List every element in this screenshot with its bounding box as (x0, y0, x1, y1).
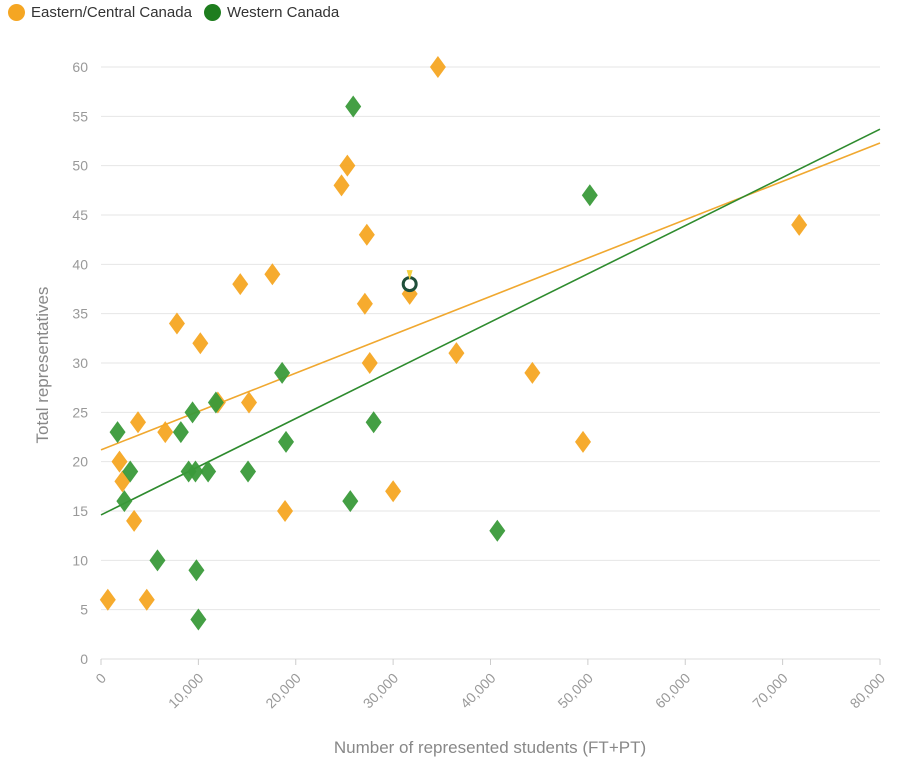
y-tick-label-30: 30 (72, 355, 88, 371)
y-tick-label-60: 60 (72, 59, 88, 75)
data-point-western-7 (188, 559, 205, 582)
data-point-western-16 (345, 95, 362, 118)
data-point-eastern-central-6 (157, 421, 174, 444)
data-point-eastern-central-0 (99, 588, 116, 611)
data-point-eastern-central-23 (524, 361, 541, 384)
legend-marker-western (203, 4, 221, 21)
data-point-eastern-central-13 (277, 500, 294, 522)
data-point-eastern-central-15 (339, 154, 356, 177)
data-point-eastern-central-25 (791, 213, 808, 236)
data-point-eastern-central-22 (448, 342, 465, 365)
data-point-western-14 (278, 430, 295, 453)
x-tick-label-70,000: 70,000 (749, 670, 791, 712)
y-tick-label-40: 40 (72, 256, 88, 272)
y-tick-label-10: 10 (72, 552, 88, 568)
data-point-eastern-central-18 (361, 352, 378, 374)
y-tick-label-55: 55 (72, 108, 88, 124)
legend-item-western[interactable]: Western Canada (203, 4, 340, 21)
y-tick-label-0: 0 (80, 651, 88, 667)
data-point-eastern-central-8 (192, 332, 209, 355)
trendlines (100, 128, 881, 516)
x-tick-label-0: 0 (92, 670, 109, 687)
legend-label-western: Western Canada (226, 4, 340, 21)
data-point-western-13 (274, 361, 291, 384)
data-point-western-1 (116, 490, 133, 513)
data-points (99, 56, 808, 631)
data-point-western-15 (342, 490, 359, 513)
x-tick-label-60,000: 60,000 (652, 670, 694, 712)
x-tick-label-30,000: 30,000 (360, 670, 402, 712)
x-tick-label-10,000: 10,000 (165, 670, 207, 712)
data-point-western-10 (200, 460, 217, 483)
y-axis-label: Total representatives (33, 287, 52, 444)
legend: Eastern/Central Canada Western Canada (8, 4, 339, 21)
data-point-eastern-central-17 (358, 223, 375, 246)
data-point-western-6 (184, 401, 201, 424)
x-axis-label: Number of represented students (FT+PT) (334, 738, 646, 757)
y-tick-label-35: 35 (72, 306, 88, 322)
x-tick-label-80,000: 80,000 (847, 670, 889, 712)
data-point-eastern-central-3 (126, 509, 143, 532)
data-point-eastern-central-10 (232, 273, 249, 296)
data-point-eastern-central-7 (168, 312, 185, 335)
data-point-western-12 (240, 460, 257, 483)
data-point-eastern-central-19 (385, 480, 402, 503)
grid-lines (101, 66, 880, 660)
data-point-eastern-central-21 (429, 56, 446, 78)
data-point-eastern-central-16 (356, 292, 373, 315)
data-point-western-18 (489, 519, 506, 542)
y-tick-label-15: 15 (72, 503, 88, 519)
data-point-western-8 (187, 460, 204, 483)
data-point-western-11 (207, 391, 224, 414)
data-point-western-19 (581, 184, 598, 207)
data-point-western-17 (365, 411, 382, 434)
data-point-western-0 (109, 421, 126, 444)
data-point-eastern-central-12 (264, 263, 281, 286)
trendline-western (100, 128, 881, 516)
x-tick-label-50,000: 50,000 (554, 670, 596, 712)
data-point-western-4 (172, 421, 189, 444)
highlight-marker-arrow (406, 270, 413, 281)
x-tick-label-20,000: 20,000 (262, 670, 304, 712)
data-point-eastern-central-24 (575, 430, 592, 453)
y-tick-label-20: 20 (72, 454, 88, 470)
data-point-eastern-central-1 (111, 450, 128, 473)
data-point-eastern-central-4 (130, 411, 147, 434)
legend-marker-eastern-central (8, 4, 25, 21)
annotation (401, 270, 418, 293)
y-tick-label-50: 50 (72, 158, 88, 174)
data-point-western-3 (149, 549, 166, 572)
x-tick-label-40,000: 40,000 (457, 670, 499, 712)
data-point-western-2 (122, 460, 139, 483)
data-point-eastern-central-11 (241, 391, 258, 414)
legend-label-eastern-central: Eastern/Central Canada (31, 4, 192, 21)
data-point-eastern-central-5 (138, 588, 155, 611)
legend-item-eastern-central[interactable]: Eastern/Central Canada (8, 4, 192, 21)
y-tick-label-45: 45 (72, 207, 88, 223)
data-point-western-9 (190, 608, 207, 631)
data-point-eastern-central-14 (333, 174, 350, 197)
y-tick-label-5: 5 (80, 602, 88, 618)
y-tick-label-25: 25 (72, 404, 88, 420)
